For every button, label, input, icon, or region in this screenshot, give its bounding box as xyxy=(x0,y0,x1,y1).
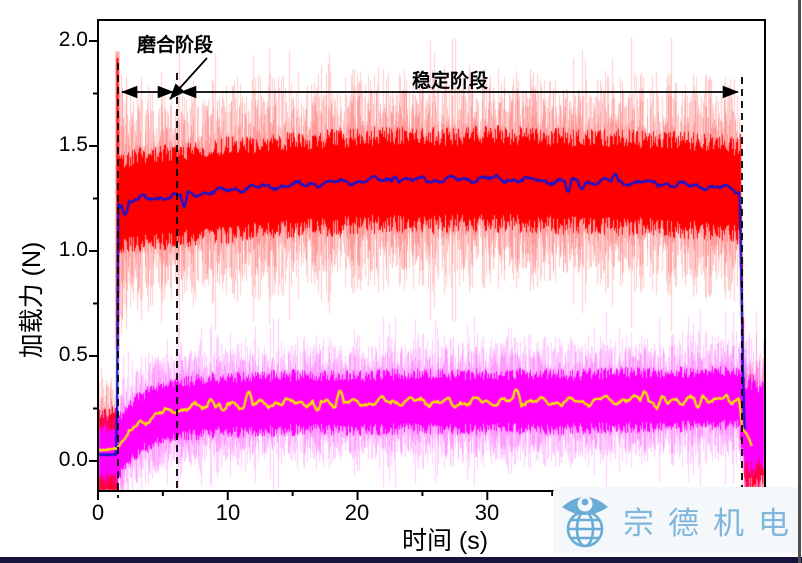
x-tick-label: 0 xyxy=(91,500,105,525)
stable-phase-label: 稳定阶段 xyxy=(411,71,488,92)
y-axis-title: 加载力 (N) xyxy=(18,241,46,359)
y-tick-label: 0.0 xyxy=(58,448,88,471)
window-right-border xyxy=(798,0,801,563)
x-tick-label: 10 xyxy=(215,500,241,525)
runin-phase-label: 磨合阶段 xyxy=(136,35,213,56)
y-tick-label: 2.0 xyxy=(58,28,88,51)
eye-globe-icon xyxy=(562,496,608,548)
watermark-text: 宗德机电 xyxy=(623,505,802,541)
x-tick-label: 20 xyxy=(344,500,370,525)
y-tick-label: 1.5 xyxy=(58,133,88,156)
x-axis-title: 时间 (s) xyxy=(401,527,489,555)
runin-annotation-arrow xyxy=(169,57,208,100)
y-tick-label: 1.0 xyxy=(58,238,88,261)
y-tick-label: 0.5 xyxy=(58,343,88,366)
axis-ticks xyxy=(89,39,748,500)
watermark: 宗德机电 xyxy=(553,487,802,553)
window-bottom-bar xyxy=(0,557,802,563)
plot-frame xyxy=(97,19,766,492)
x-tick-label: 30 xyxy=(474,500,500,525)
